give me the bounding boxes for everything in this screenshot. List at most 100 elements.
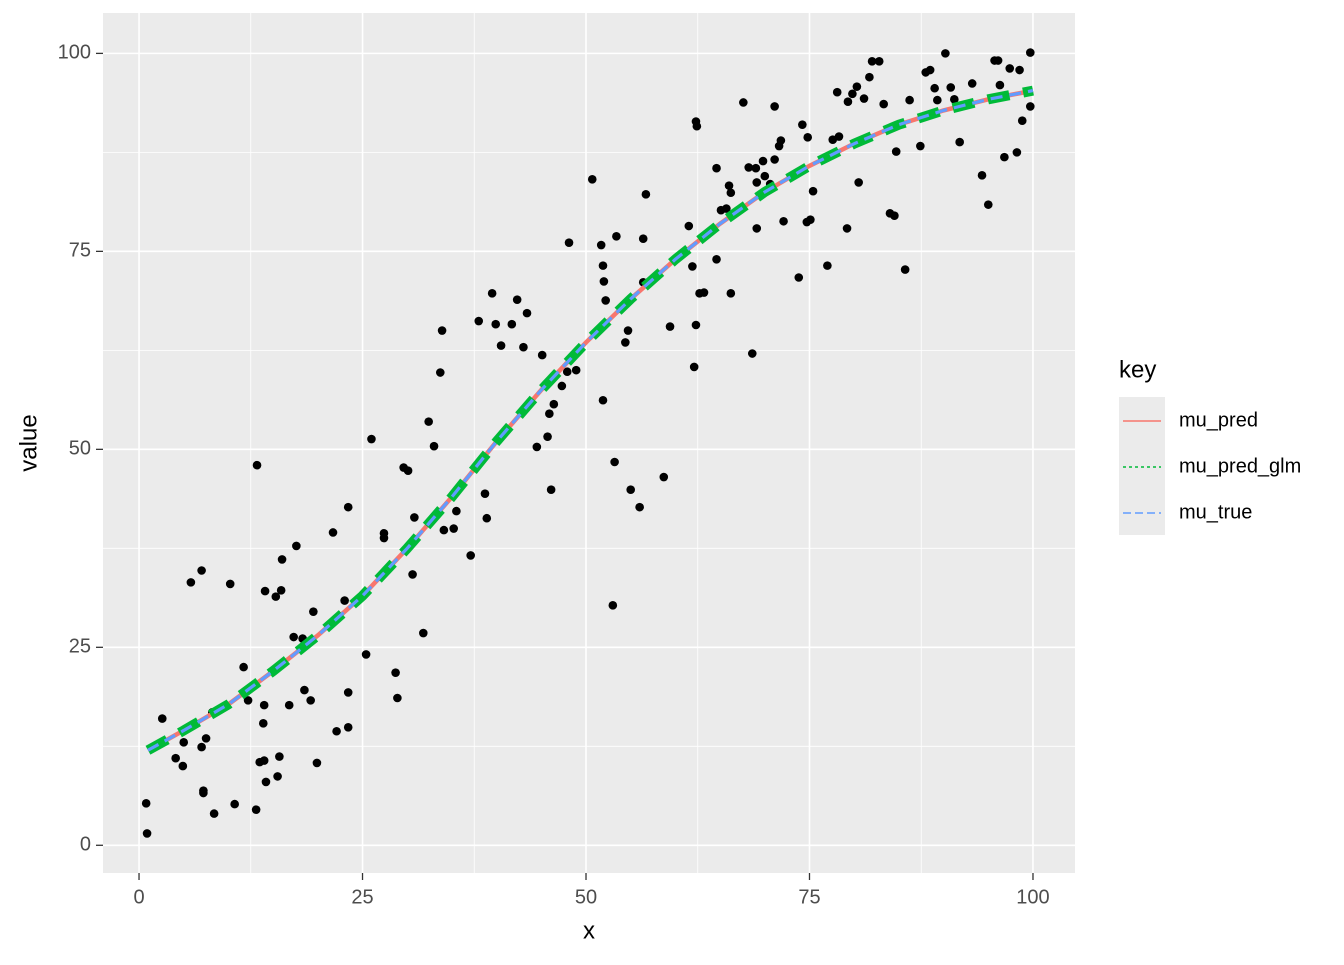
- point: [916, 141, 925, 151]
- point: [854, 178, 863, 187]
- point: [562, 367, 572, 377]
- point: [601, 296, 610, 305]
- point: [865, 72, 874, 82]
- point: [726, 188, 736, 198]
- point: [993, 56, 1003, 65]
- point: [776, 136, 786, 145]
- point: [507, 319, 517, 329]
- point: [751, 163, 761, 173]
- point: [1015, 65, 1024, 75]
- point: [141, 799, 151, 808]
- point: [635, 502, 644, 512]
- point: [684, 221, 694, 231]
- point: [361, 650, 371, 659]
- point: [277, 555, 287, 564]
- point: [239, 662, 248, 672]
- point: [596, 240, 606, 250]
- point: [197, 566, 206, 575]
- point: [900, 265, 910, 274]
- point: [842, 224, 852, 233]
- point: [806, 215, 815, 224]
- point: [874, 57, 884, 66]
- point: [1026, 48, 1035, 57]
- point: [284, 700, 294, 710]
- panel: [103, 13, 1075, 873]
- point: [691, 320, 701, 330]
- point: [744, 163, 754, 172]
- point: [261, 777, 271, 787]
- point: [752, 178, 762, 187]
- point: [1012, 148, 1022, 157]
- point: [545, 409, 554, 418]
- point: [343, 688, 353, 697]
- point: [638, 234, 648, 243]
- point: [626, 485, 636, 495]
- y-tick-label: 25: [69, 636, 91, 658]
- point: [157, 714, 167, 723]
- point: [424, 417, 433, 426]
- point: [739, 98, 748, 107]
- point: [747, 349, 757, 358]
- x-tick-label: 75: [798, 886, 820, 908]
- point: [201, 734, 211, 743]
- point: [178, 761, 188, 771]
- point: [452, 506, 461, 516]
- point: [435, 368, 445, 377]
- legend-label: mu_pred: [1179, 409, 1258, 431]
- point: [1000, 152, 1009, 162]
- point: [983, 200, 993, 209]
- point: [292, 541, 301, 551]
- point: [946, 83, 956, 92]
- point: [941, 49, 950, 58]
- point: [391, 668, 400, 677]
- point: [230, 799, 239, 809]
- point: [186, 578, 196, 587]
- point: [259, 700, 269, 710]
- point: [1017, 116, 1027, 125]
- point: [803, 133, 813, 142]
- point: [197, 742, 206, 752]
- point: [403, 466, 413, 476]
- point: [437, 326, 447, 335]
- point: [340, 596, 349, 605]
- point: [512, 295, 522, 304]
- point: [557, 381, 567, 391]
- y-tick-label: 75: [69, 240, 91, 262]
- point: [832, 87, 842, 97]
- point: [879, 99, 888, 109]
- point: [699, 288, 709, 297]
- point: [692, 121, 702, 131]
- point: [852, 82, 862, 91]
- point: [258, 719, 268, 728]
- point: [408, 570, 417, 579]
- point: [891, 147, 901, 156]
- point: [209, 809, 219, 818]
- x-axis-title: x: [583, 917, 595, 944]
- point: [665, 322, 675, 331]
- point: [519, 342, 528, 352]
- point: [760, 171, 770, 181]
- point: [275, 752, 284, 761]
- point: [1026, 102, 1035, 111]
- point: [271, 592, 281, 601]
- point: [610, 457, 619, 467]
- point: [689, 362, 699, 372]
- point: [491, 319, 501, 329]
- point: [260, 586, 270, 596]
- point: [712, 163, 721, 173]
- point: [171, 753, 180, 763]
- point: [724, 181, 734, 190]
- point: [300, 685, 309, 695]
- point: [726, 289, 736, 298]
- point: [859, 94, 869, 103]
- point: [306, 696, 315, 705]
- point: [808, 186, 818, 196]
- point: [621, 338, 630, 347]
- point: [977, 171, 987, 180]
- point: [276, 585, 286, 595]
- point: [608, 601, 618, 610]
- legend-key-background: [1119, 397, 1165, 535]
- point: [482, 513, 492, 523]
- point: [480, 489, 490, 498]
